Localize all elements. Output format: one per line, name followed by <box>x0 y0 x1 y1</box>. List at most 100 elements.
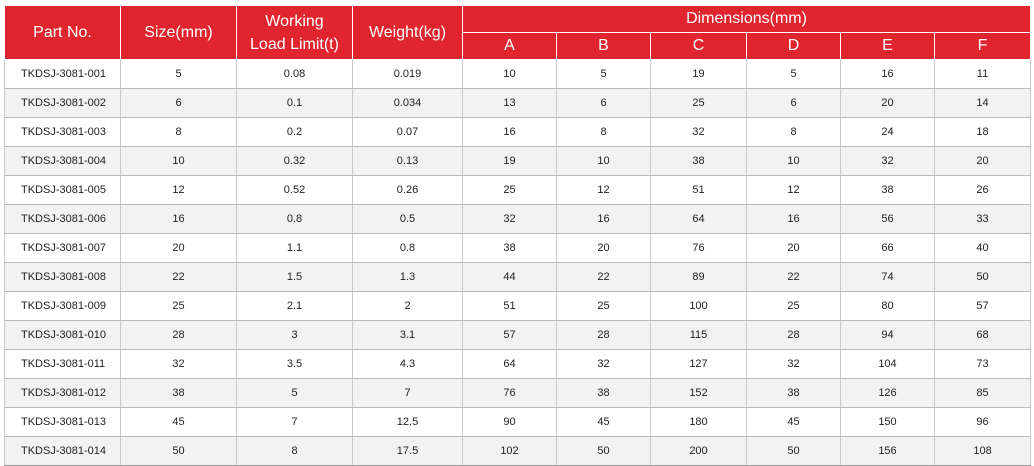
cell-dim-a: 32 <box>462 204 557 234</box>
cell-weight: 0.26 <box>352 175 463 205</box>
cell-dim-a: 38 <box>462 233 557 263</box>
cell-weight: 0.5 <box>352 204 463 234</box>
cell-dim-b: 28 <box>556 320 651 350</box>
cell-dim-f: 57 <box>933 291 1032 321</box>
cell-dim-c: 38 <box>650 146 747 176</box>
cell-wll: 0.32 <box>236 146 353 176</box>
cell-wll: 3 <box>236 320 353 350</box>
cell-dim-e: 38 <box>840 175 935 205</box>
table-row: TKDSJ-3081-002 6 0.1 0.034 13 6 25 6 20 14 <box>4 88 1032 118</box>
cell-dim-d: 10 <box>746 146 841 176</box>
cell-dim-a: 64 <box>462 349 557 379</box>
cell-size: 45 <box>120 407 237 437</box>
cell-part-no: TKDSJ-3081-008 <box>4 262 121 292</box>
table-row: TKDSJ-3081-005 12 0.52 0.26 25 12 51 12 38 26 <box>4 175 1032 205</box>
cell-size: 28 <box>120 320 237 350</box>
table-row: TKDSJ-3081-013 45 7 12.5 90 45 180 45 150 96 <box>4 407 1032 437</box>
cell-dim-f: 18 <box>933 117 1032 147</box>
cell-dim-d: 50 <box>746 436 841 466</box>
cell-part-no: TKDSJ-3081-013 <box>4 407 121 437</box>
cell-dim-e: 20 <box>840 88 935 118</box>
cell-weight: 0.13 <box>352 146 463 176</box>
cell-weight: 1.3 <box>352 262 463 292</box>
cell-wll: 0.08 <box>236 59 353 89</box>
cell-weight: 17.5 <box>352 436 463 466</box>
cell-wll: 1.1 <box>236 233 353 263</box>
table-row: TKDSJ-3081-012 38 5 7 76 38 152 38 126 85 <box>4 378 1032 408</box>
cell-dim-b: 45 <box>556 407 651 437</box>
cell-dim-d: 20 <box>746 233 841 263</box>
header-dim-f: F <box>933 32 1032 60</box>
cell-dim-a: 19 <box>462 146 557 176</box>
cell-dim-e: 126 <box>840 378 935 408</box>
cell-dim-a: 13 <box>462 88 557 118</box>
cell-weight: 0.07 <box>352 117 463 147</box>
cell-size: 22 <box>120 262 237 292</box>
cell-dim-e: 66 <box>840 233 935 263</box>
cell-dim-c: 51 <box>650 175 747 205</box>
cell-dim-d: 28 <box>746 320 841 350</box>
cell-dim-c: 180 <box>650 407 747 437</box>
table-row: TKDSJ-3081-004 10 0.32 0.13 19 10 38 10 32 20 <box>4 146 1032 176</box>
cell-size: 20 <box>120 233 237 263</box>
cell-size: 38 <box>120 378 237 408</box>
cell-size: 8 <box>120 117 237 147</box>
cell-dim-f: 50 <box>933 262 1032 292</box>
cell-dim-c: 200 <box>650 436 747 466</box>
cell-dim-f: 68 <box>933 320 1032 350</box>
cell-dim-d: 16 <box>746 204 841 234</box>
cell-dim-b: 12 <box>556 175 651 205</box>
cell-wll: 8 <box>236 436 353 466</box>
cell-dim-e: 16 <box>840 59 935 89</box>
cell-dim-a: 102 <box>462 436 557 466</box>
cell-dim-f: 26 <box>933 175 1032 205</box>
header-dim-b: B <box>556 32 651 60</box>
header-size: Size(mm) <box>120 5 237 60</box>
header-dimensions: Dimensions(mm) <box>461 5 1032 33</box>
cell-wll: 0.8 <box>236 204 353 234</box>
header-wll-line2: Load Limit(t) <box>250 35 339 53</box>
header-dim-d: D <box>746 32 841 60</box>
cell-wll: 3.5 <box>236 349 353 379</box>
cell-part-no: TKDSJ-3081-002 <box>4 88 121 118</box>
cell-wll: 5 <box>236 378 353 408</box>
cell-dim-c: 100 <box>650 291 747 321</box>
cell-weight: 4.3 <box>352 349 463 379</box>
cell-part-no: TKDSJ-3081-007 <box>4 233 121 263</box>
cell-size: 10 <box>120 146 237 176</box>
cell-dim-a: 25 <box>462 175 557 205</box>
header-working-load-limit: Working Load Limit(t) <box>236 5 353 60</box>
cell-dim-a: 51 <box>462 291 557 321</box>
cell-dim-c: 89 <box>650 262 747 292</box>
table-row: TKDSJ-3081-001 5 0.08 0.019 10 5 19 5 16 11 <box>4 59 1032 89</box>
cell-weight: 0.034 <box>352 88 463 118</box>
cell-dim-e: 104 <box>840 349 935 379</box>
table-row: TKDSJ-3081-008 22 1.5 1.3 44 22 89 22 74 50 <box>4 262 1032 292</box>
header-dim-e: E <box>840 32 935 60</box>
cell-dim-b: 22 <box>556 262 651 292</box>
cell-part-no: TKDSJ-3081-014 <box>4 436 121 466</box>
cell-dim-d: 12 <box>746 175 841 205</box>
cell-dim-f: 73 <box>933 349 1032 379</box>
cell-dim-d: 6 <box>746 88 841 118</box>
cell-dim-b: 16 <box>556 204 651 234</box>
cell-dim-c: 127 <box>650 349 747 379</box>
cell-size: 12 <box>120 175 237 205</box>
cell-wll: 0.52 <box>236 175 353 205</box>
cell-part-no: TKDSJ-3081-011 <box>4 349 121 379</box>
cell-dim-d: 22 <box>746 262 841 292</box>
cell-wll: 7 <box>236 407 353 437</box>
cell-part-no: TKDSJ-3081-006 <box>4 204 121 234</box>
cell-weight: 12.5 <box>352 407 463 437</box>
cell-dim-d: 25 <box>746 291 841 321</box>
cell-dim-a: 76 <box>462 378 557 408</box>
table-row: TKDSJ-3081-009 25 2.1 2 51 25 100 25 80 57 <box>4 291 1032 321</box>
cell-dim-c: 19 <box>650 59 747 89</box>
cell-size: 25 <box>120 291 237 321</box>
cell-part-no: TKDSJ-3081-003 <box>4 117 121 147</box>
cell-size: 6 <box>120 88 237 118</box>
cell-dim-e: 150 <box>840 407 935 437</box>
spec-table: Part No. Size(mm) Working Load Limit(t) … <box>4 5 1032 466</box>
cell-weight: 0.019 <box>352 59 463 89</box>
table-header: Part No. Size(mm) Working Load Limit(t) … <box>4 5 1032 60</box>
